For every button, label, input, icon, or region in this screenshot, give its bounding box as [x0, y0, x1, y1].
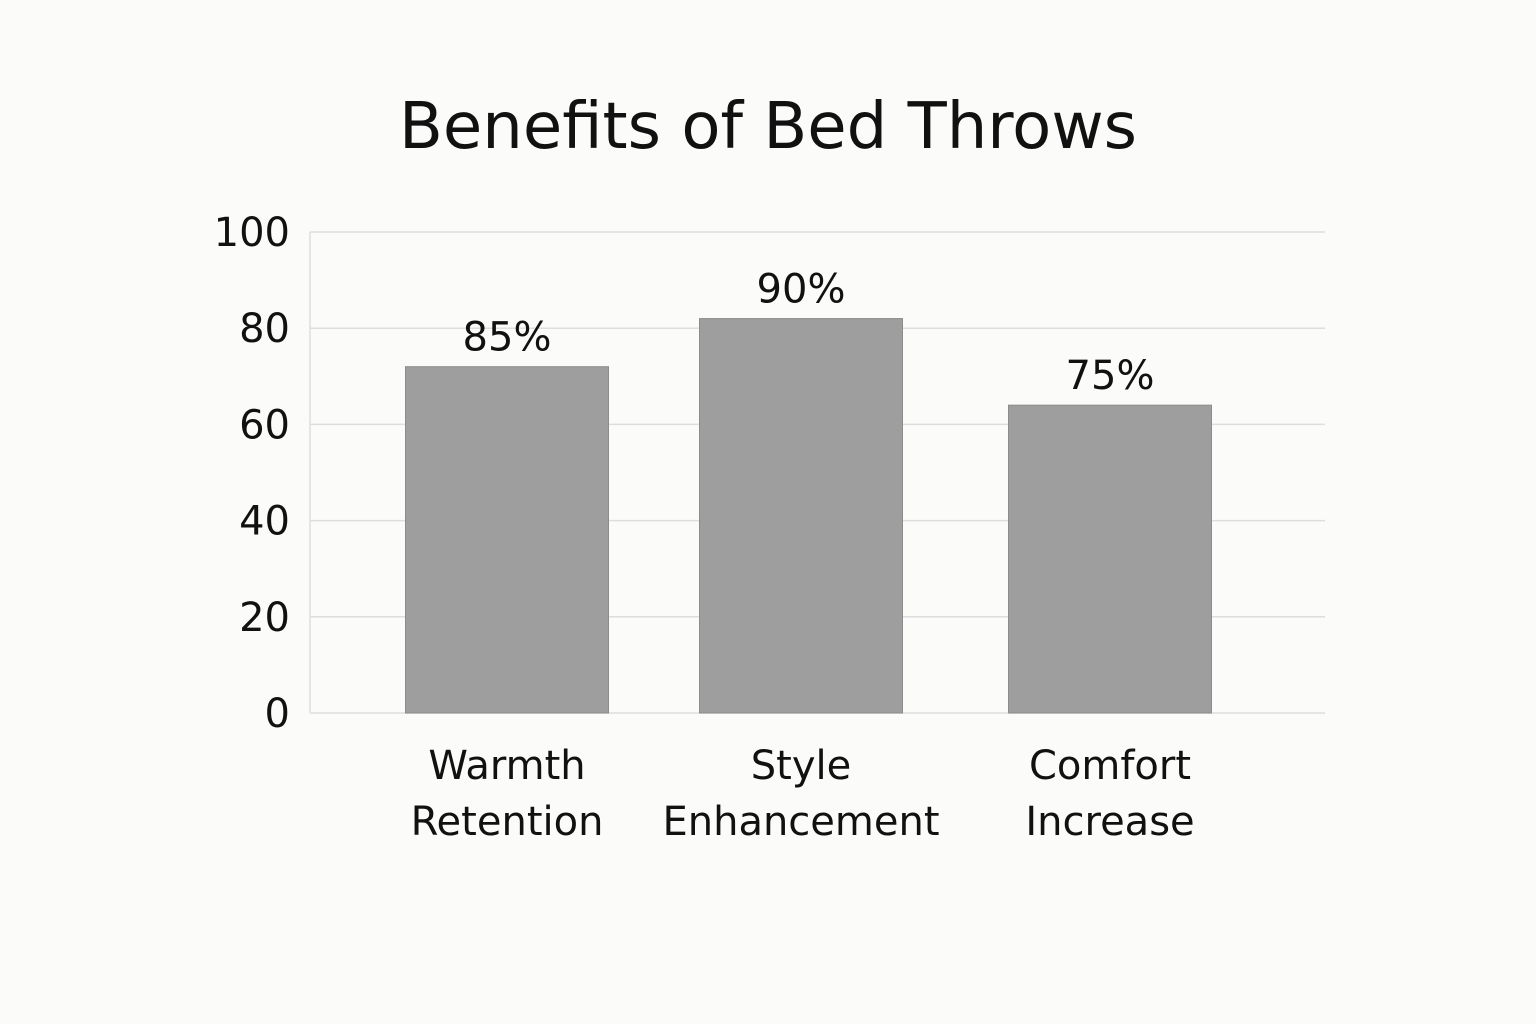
bars [405, 318, 1212, 714]
y-tick-label: 40 [239, 499, 290, 545]
data-labels: 85% 90% 75% [463, 267, 1155, 400]
x-tick-label: Enhancement [662, 799, 939, 845]
data-label: 85% [463, 315, 552, 361]
x-tick-label: Increase [1025, 799, 1194, 845]
x-tick-label: Warmth [428, 743, 585, 789]
bar [1008, 404, 1212, 714]
y-tick-label: 20 [239, 595, 290, 641]
chart-title: Benefits of Bed Throws [399, 90, 1137, 164]
bar [699, 318, 903, 714]
data-label: 75% [1066, 353, 1155, 399]
x-tick-label: Comfort [1029, 743, 1191, 789]
y-tick-label: 100 [214, 210, 290, 256]
y-tick-label: 60 [239, 402, 290, 448]
x-axis-ticks: Warmth Retention Style Enhancement Comfort In… [411, 743, 1195, 845]
bar [405, 366, 609, 714]
y-axis-ticks: 0 20 40 60 80 100 [214, 210, 290, 737]
x-tick-label: Retention [411, 799, 604, 845]
x-tick-label: Style [751, 743, 851, 789]
data-label: 90% [757, 267, 846, 313]
y-tick-label: 80 [239, 306, 290, 352]
y-tick-label: 0 [265, 691, 290, 737]
